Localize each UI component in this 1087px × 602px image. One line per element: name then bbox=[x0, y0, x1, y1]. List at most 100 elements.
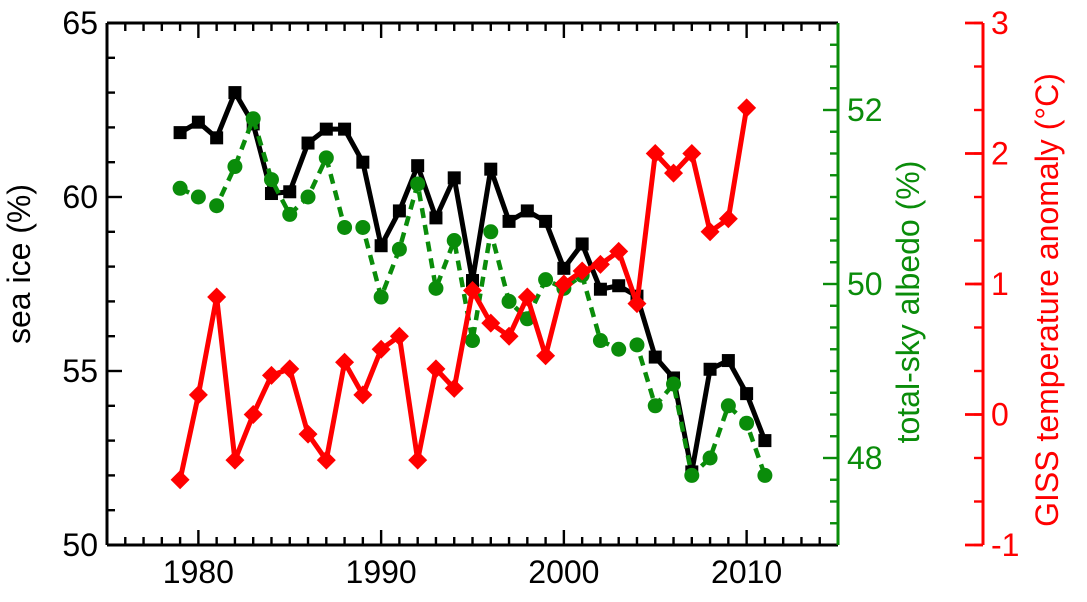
marker-square bbox=[411, 159, 425, 173]
marker-square bbox=[758, 434, 772, 448]
marker-diamond bbox=[170, 470, 190, 490]
marker-diamond bbox=[408, 450, 428, 470]
marker-diamond bbox=[737, 98, 757, 118]
marker-square bbox=[429, 211, 443, 225]
series-line-total-sky-albedo bbox=[179, 116, 768, 478]
temperature-tick-label: 2 bbox=[991, 136, 1009, 172]
marker-diamond bbox=[664, 163, 684, 183]
x-tick-label: 1980 bbox=[163, 554, 234, 590]
marker-circle bbox=[355, 219, 371, 235]
marker-circle bbox=[739, 415, 755, 431]
marker-diamond bbox=[463, 281, 482, 301]
marker-diamond bbox=[572, 261, 592, 281]
marker-square bbox=[484, 162, 498, 176]
temperature-tick-label: -1 bbox=[991, 527, 1019, 563]
marker-diamond bbox=[609, 241, 629, 261]
x-axis: 1980 1990 2000 2010 bbox=[124, 23, 821, 590]
temperature-tick-label: 0 bbox=[991, 397, 1009, 433]
marker-square bbox=[319, 122, 333, 136]
marker-square bbox=[466, 274, 479, 288]
marker-diamond bbox=[645, 144, 665, 163]
marker-circle bbox=[373, 289, 389, 305]
marker-diamond bbox=[444, 378, 464, 398]
marker-circle bbox=[428, 280, 444, 296]
marker-diamond bbox=[481, 313, 501, 333]
marker-square bbox=[392, 204, 406, 218]
marker-diamond bbox=[718, 209, 738, 229]
marker-circle bbox=[446, 233, 462, 248]
albedo-tick-label: 52 bbox=[847, 92, 883, 128]
marker-circle bbox=[592, 333, 608, 349]
marker-circle bbox=[647, 398, 663, 414]
marker-diamond bbox=[188, 385, 208, 405]
marker-circle bbox=[465, 333, 480, 349]
marker-diamond bbox=[335, 352, 355, 372]
marker-diamond bbox=[353, 385, 373, 405]
marker-circle bbox=[538, 272, 554, 288]
series-giss-temperature-anomaly-c bbox=[170, 98, 757, 490]
temperature-tick-label: 3 bbox=[991, 5, 1009, 41]
marker-diamond bbox=[371, 339, 391, 359]
marker-square bbox=[502, 214, 516, 228]
left-tick-label: 50 bbox=[62, 527, 98, 563]
left-axis-title: sea ice (%) bbox=[1, 184, 37, 344]
marker-circle bbox=[263, 172, 279, 188]
marker-diamond bbox=[499, 326, 519, 346]
marker-square bbox=[721, 354, 735, 368]
marker-circle bbox=[757, 467, 773, 483]
marker-square bbox=[301, 136, 315, 150]
left-tick-label: 60 bbox=[62, 179, 98, 215]
marker-square bbox=[612, 279, 626, 293]
marker-square bbox=[338, 122, 352, 136]
marker-diamond bbox=[389, 326, 409, 346]
marker-diamond bbox=[517, 287, 537, 307]
marker-diamond bbox=[536, 346, 556, 366]
marker-circle bbox=[209, 198, 225, 214]
marker-diamond bbox=[627, 294, 647, 314]
marker-circle bbox=[172, 180, 188, 196]
temperature-tick-label: 1 bbox=[991, 266, 1009, 302]
marker-circle bbox=[629, 337, 645, 353]
left-axis-sea-ice: 50 55 60 65 sea ice (%) bbox=[1, 5, 122, 563]
marker-square bbox=[447, 171, 461, 185]
albedo-tick-label: 48 bbox=[847, 440, 883, 476]
marker-diamond bbox=[316, 450, 336, 470]
marker-diamond bbox=[207, 287, 227, 307]
x-tick-label: 1990 bbox=[346, 554, 417, 590]
left-tick-label: 55 bbox=[62, 353, 98, 389]
marker-diamond bbox=[590, 254, 610, 274]
marker-diamond bbox=[243, 405, 263, 424]
marker-circle bbox=[501, 293, 517, 309]
marker-square bbox=[228, 86, 242, 100]
temperature-axis-title: GISS temperature anomaly (°C) bbox=[1029, 73, 1065, 527]
marker-circle bbox=[190, 189, 206, 205]
marker-square bbox=[539, 214, 553, 228]
marker-circle bbox=[300, 189, 316, 205]
marker-diamond bbox=[682, 144, 702, 163]
marker-diamond bbox=[554, 274, 574, 294]
marker-circle bbox=[720, 398, 736, 414]
marker-square bbox=[557, 261, 571, 275]
marker-square bbox=[374, 239, 388, 253]
marker-circle bbox=[245, 111, 261, 127]
marker-square bbox=[703, 362, 717, 376]
marker-square bbox=[740, 387, 754, 401]
marker-circle bbox=[318, 150, 334, 166]
marker-diamond bbox=[426, 359, 446, 379]
marker-square bbox=[210, 131, 224, 145]
x-tick-label: 2010 bbox=[711, 554, 782, 590]
marker-diamond bbox=[700, 222, 720, 242]
marker-diamond bbox=[280, 359, 300, 379]
marker-diamond bbox=[261, 365, 281, 385]
marker-square bbox=[648, 350, 662, 364]
marker-square bbox=[191, 115, 205, 129]
albedo-tick-label: 50 bbox=[847, 266, 883, 302]
marker-square bbox=[283, 185, 297, 199]
marker-circle bbox=[702, 450, 718, 466]
marker-diamond bbox=[225, 450, 245, 470]
marker-circle bbox=[282, 206, 298, 222]
marker-circle bbox=[611, 341, 627, 357]
right-axis-temperature: -1 0 1 2 3 GISS temperature anomaly (°C) bbox=[965, 5, 1065, 563]
